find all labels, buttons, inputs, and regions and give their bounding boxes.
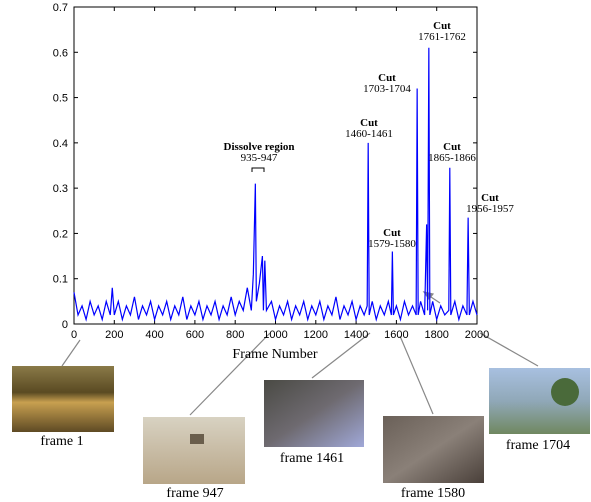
frame-label: frame 1580 — [401, 486, 465, 501]
y-tick-label: 0.7 — [53, 2, 68, 14]
frame-label: frame 1461 — [280, 451, 344, 466]
annotation-range: 1761-1762 — [418, 31, 466, 43]
y-tick-label: 0.1 — [53, 274, 68, 286]
annotation-range: 1956-1957 — [466, 203, 514, 215]
arrow — [61, 339, 81, 367]
annotation-title: Cut — [383, 227, 401, 239]
arrow — [399, 335, 434, 415]
thumbnail — [12, 366, 114, 432]
bracket — [251, 167, 265, 172]
arrow-head — [422, 291, 435, 300]
x-tick-label: 2000 — [465, 329, 489, 341]
y-tick-label: 0.2 — [53, 228, 68, 240]
annotation-range: 1703-1704 — [363, 83, 411, 95]
frame-label: frame 947 — [166, 486, 223, 501]
y-tick-label: 0.5 — [53, 93, 68, 105]
thumbnail — [143, 417, 245, 484]
x-tick-label: 1200 — [304, 329, 328, 341]
y-tick-label: 0.3 — [53, 183, 68, 195]
thumbnail-object — [190, 434, 204, 444]
arrow — [311, 332, 371, 379]
x-tick-label: 600 — [186, 329, 204, 341]
x-tick-label: 400 — [145, 329, 163, 341]
arrow — [479, 332, 539, 367]
y-tick-label: 0.6 — [53, 47, 68, 59]
annotation-range: 1865-1866 — [428, 152, 476, 164]
thumbnail-object — [551, 378, 579, 406]
thumbnail — [383, 416, 484, 483]
annotation-range: 935-947 — [241, 152, 278, 164]
annotation-title: Cut — [443, 141, 461, 153]
x-tick-label: 1600 — [384, 329, 408, 341]
frame-label: frame 1704 — [506, 438, 570, 453]
thumbnail — [264, 380, 364, 447]
frame-label: frame 1 — [40, 434, 83, 449]
x-tick-label: 1000 — [263, 329, 287, 341]
thumbnails — [12, 366, 590, 484]
x-tick-label: 200 — [105, 329, 123, 341]
x-axis-label: Frame Number — [232, 347, 317, 362]
x-tick-label: 800 — [226, 329, 244, 341]
x-tick-label: 1800 — [424, 329, 448, 341]
annotation-title: Cut — [481, 192, 499, 204]
arrow — [189, 332, 271, 416]
annotation-title: Cut — [433, 20, 451, 32]
y-tick-label: 0 — [62, 319, 68, 331]
x-tick-label: 0 — [71, 329, 77, 341]
annotation-title: Cut — [378, 72, 396, 84]
x-tick-label: 1400 — [344, 329, 368, 341]
annotation-title: Dissolve region — [224, 141, 295, 153]
annotation-title: Cut — [360, 117, 378, 129]
y-tick-label: 0.4 — [53, 138, 68, 150]
annotation-range: 1460-1461 — [345, 128, 393, 140]
annotation-range: 1579-1580 — [368, 238, 416, 250]
line-series — [73, 47, 478, 322]
